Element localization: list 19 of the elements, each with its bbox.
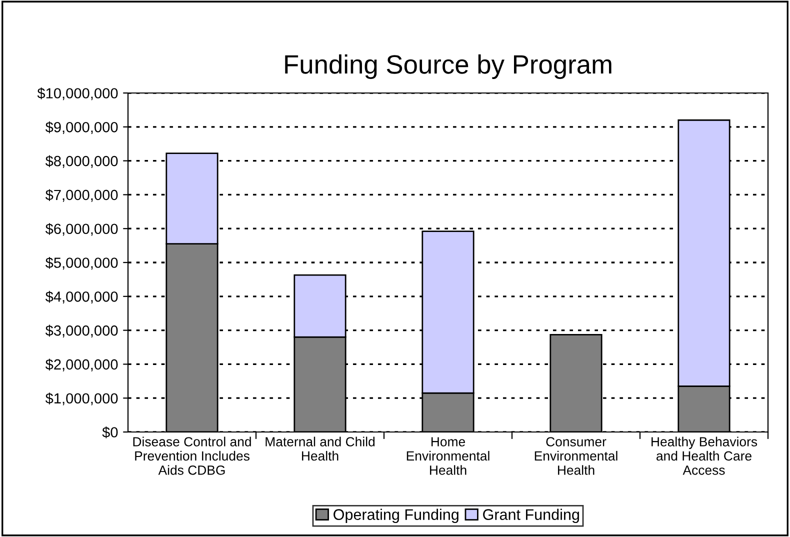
y-tick-label: $4,000,000 — [45, 290, 118, 304]
y-tick-label: $0 — [102, 426, 118, 438]
y-tick-label: $8,000,000 — [45, 155, 118, 168]
legend-label: Operating Funding — [334, 508, 458, 524]
chart-title: Funding Source by Program — [285, 54, 612, 80]
x-tick-label: Home Environmental Health — [406, 437, 490, 475]
legend-label: Grant Funding — [483, 508, 579, 524]
y-tick-label: $3,000,000 — [45, 324, 118, 338]
y-tick-label: $6,000,000 — [45, 223, 118, 236]
y-tick-label: $5,000,000 — [45, 256, 118, 270]
x-tick-label: Disease Control and Prevention Includes Aids CDBG — [133, 436, 251, 475]
y-tick-label: $2,000,000 — [45, 358, 118, 372]
x-tick-label: Maternal and Child Health — [266, 436, 375, 461]
y-tick-label: $9,000,000 — [45, 121, 118, 134]
x-tick-label: Consumer Environmental Health — [534, 437, 618, 475]
y-tick-label: $10,000,000 — [37, 87, 118, 100]
x-tick-label: Healthy Behaviors and Health Care Access — [652, 436, 758, 475]
y-tick-label: $7,000,000 — [45, 189, 118, 202]
y-tick-label: $1,000,000 — [45, 392, 118, 406]
